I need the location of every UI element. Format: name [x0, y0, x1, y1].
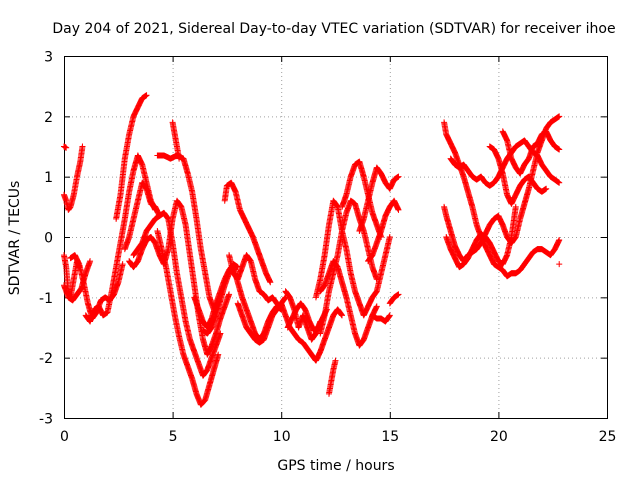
sdtvar-chart: Day 204 of 2021, Sidereal Day-to-day VTE…: [0, 0, 640, 480]
y-tick-label: 2: [44, 110, 53, 126]
x-tick-label: 10: [273, 429, 291, 445]
x-tick-label: 0: [60, 429, 69, 445]
chart-title: Day 204 of 2021, Sidereal Day-to-day VTE…: [52, 21, 615, 37]
data-point: [556, 261, 562, 267]
x-tick-label: 25: [599, 429, 617, 445]
y-tick-label: -1: [39, 291, 53, 307]
y-tick-label: 3: [44, 50, 53, 66]
x-tick-label: 5: [169, 429, 178, 445]
y-tick-label: -3: [39, 412, 53, 428]
x-tick-label: 20: [490, 429, 508, 445]
x-tick-labels: 0 5 10 15 20 25: [60, 429, 616, 445]
y-tick-label: 1: [44, 170, 53, 186]
y-axis-label: SDTVAR / TECUs: [7, 181, 23, 296]
y-tick-label: -2: [39, 351, 53, 367]
data-points: [61, 92, 562, 408]
data-point: [79, 144, 85, 150]
data-point: [513, 204, 519, 210]
x-tick-label: 15: [381, 429, 399, 445]
y-tick-labels: -3 -2 -1 0 1 2 3: [39, 50, 53, 428]
y-tick-label: 0: [44, 231, 53, 247]
x-axis-label: GPS time / hours: [277, 458, 394, 474]
